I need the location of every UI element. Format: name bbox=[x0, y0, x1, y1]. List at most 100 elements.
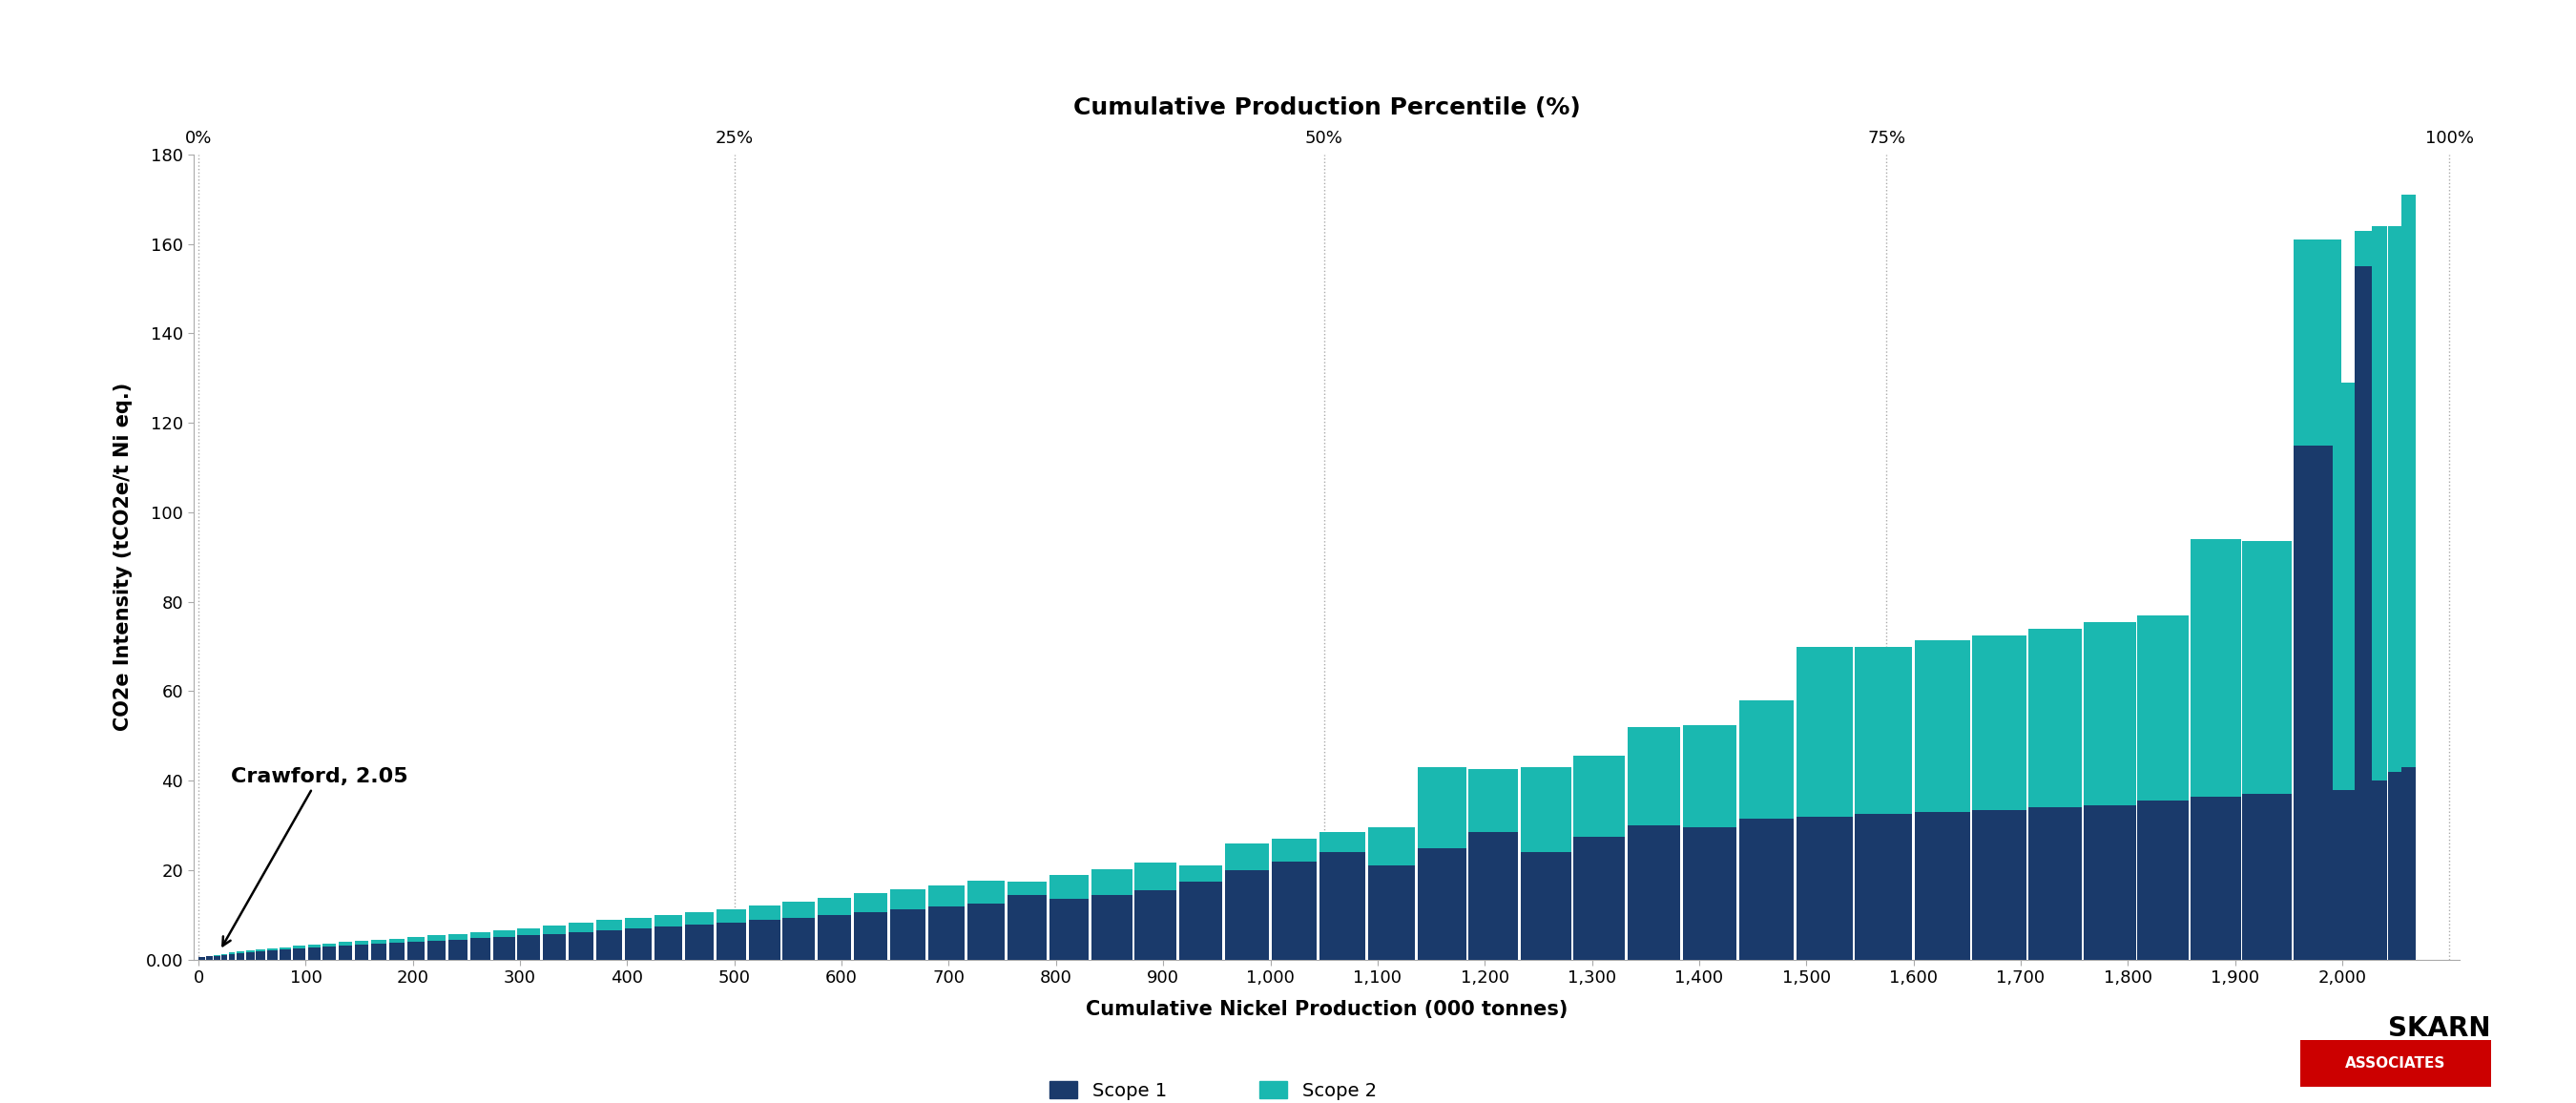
Bar bbox=[1273, 838, 1316, 861]
Bar bbox=[2190, 796, 2241, 960]
Bar bbox=[1628, 825, 1680, 960]
Bar bbox=[2331, 383, 2357, 790]
Bar bbox=[518, 929, 541, 935]
Bar bbox=[2293, 239, 2342, 446]
Bar bbox=[685, 924, 714, 960]
Bar bbox=[2190, 539, 2241, 796]
Bar bbox=[229, 953, 234, 954]
Bar bbox=[750, 920, 781, 960]
Bar bbox=[268, 949, 278, 950]
Bar bbox=[309, 947, 322, 960]
Bar bbox=[214, 955, 219, 960]
Bar bbox=[407, 942, 425, 960]
Bar bbox=[237, 953, 245, 960]
Bar bbox=[927, 886, 966, 907]
Bar bbox=[927, 907, 966, 960]
Text: SKARN: SKARN bbox=[2388, 1016, 2491, 1042]
Y-axis label: CO2e Intensity (tCO2e/t Ni eq.): CO2e Intensity (tCO2e/t Ni eq.) bbox=[113, 383, 131, 731]
Bar bbox=[518, 935, 541, 960]
Bar bbox=[1417, 768, 1466, 848]
Text: ASSOCIATES: ASSOCIATES bbox=[2344, 1057, 2447, 1070]
Bar bbox=[750, 906, 781, 920]
Bar bbox=[2354, 266, 2372, 960]
Bar bbox=[2372, 226, 2388, 781]
Bar bbox=[2138, 615, 2190, 801]
Bar bbox=[595, 930, 621, 960]
Bar bbox=[1795, 646, 1852, 816]
Bar bbox=[1520, 853, 1571, 960]
Bar bbox=[495, 930, 515, 936]
Bar bbox=[1855, 814, 1911, 960]
Bar bbox=[1973, 810, 2025, 960]
Bar bbox=[471, 939, 489, 960]
Text: Crawford, 2.05: Crawford, 2.05 bbox=[222, 767, 407, 945]
Bar bbox=[969, 903, 1005, 960]
Bar bbox=[371, 944, 386, 960]
Bar bbox=[1914, 640, 1971, 812]
Bar bbox=[198, 957, 206, 960]
Bar bbox=[407, 938, 425, 942]
Bar bbox=[1092, 869, 1131, 895]
Text: 25%: 25% bbox=[716, 129, 755, 147]
Text: 75%: 75% bbox=[1868, 129, 1906, 147]
Bar bbox=[448, 940, 469, 960]
Bar bbox=[1682, 827, 1736, 960]
Bar bbox=[783, 901, 814, 918]
Bar bbox=[229, 954, 234, 960]
Bar bbox=[1914, 812, 1971, 960]
Bar bbox=[654, 914, 683, 927]
Title: Cumulative Production Percentile (%): Cumulative Production Percentile (%) bbox=[1074, 97, 1579, 119]
Bar bbox=[891, 889, 925, 910]
Bar bbox=[1007, 895, 1046, 960]
Bar bbox=[428, 941, 446, 960]
Bar bbox=[495, 936, 515, 960]
Bar bbox=[654, 927, 683, 960]
Bar bbox=[2331, 790, 2357, 960]
Bar bbox=[371, 940, 386, 944]
Bar bbox=[544, 933, 567, 960]
Bar bbox=[1417, 848, 1466, 960]
Bar bbox=[355, 941, 368, 945]
Bar bbox=[1574, 836, 1625, 960]
Bar bbox=[2027, 807, 2081, 960]
Bar bbox=[255, 950, 265, 951]
Bar bbox=[1224, 844, 1270, 870]
Bar bbox=[2401, 768, 2416, 960]
Bar bbox=[783, 918, 814, 960]
Bar bbox=[2388, 226, 2401, 772]
Text: 0%: 0% bbox=[185, 129, 211, 147]
Bar bbox=[222, 955, 227, 960]
Bar bbox=[1973, 635, 2025, 810]
Bar bbox=[471, 932, 489, 939]
Bar bbox=[1092, 895, 1131, 960]
Bar bbox=[1739, 818, 1793, 960]
Bar bbox=[2084, 622, 2136, 805]
Text: 100%: 100% bbox=[2424, 129, 2473, 147]
Text: 50%: 50% bbox=[1306, 129, 1342, 147]
X-axis label: Cumulative Nickel Production (000 tonnes): Cumulative Nickel Production (000 tonnes… bbox=[1084, 1000, 1569, 1019]
Bar bbox=[1048, 899, 1090, 960]
Bar bbox=[448, 933, 469, 940]
Bar bbox=[278, 947, 291, 950]
Bar bbox=[1319, 853, 1365, 960]
Bar bbox=[1136, 863, 1177, 890]
Bar bbox=[237, 952, 245, 953]
Bar bbox=[337, 945, 353, 960]
Bar bbox=[309, 944, 322, 947]
Bar bbox=[294, 945, 307, 949]
Bar bbox=[1048, 875, 1090, 899]
Bar bbox=[685, 912, 714, 924]
Bar bbox=[1574, 756, 1625, 836]
Bar bbox=[891, 910, 925, 960]
Bar bbox=[337, 942, 353, 945]
Bar bbox=[1224, 870, 1270, 960]
Bar bbox=[1468, 770, 1517, 832]
Bar bbox=[1739, 700, 1793, 818]
Bar bbox=[2293, 446, 2342, 960]
Bar bbox=[1795, 816, 1852, 960]
Bar bbox=[716, 923, 747, 960]
Bar bbox=[206, 956, 211, 960]
Bar bbox=[1368, 866, 1414, 960]
Bar bbox=[2354, 231, 2372, 266]
Bar bbox=[2388, 772, 2401, 960]
